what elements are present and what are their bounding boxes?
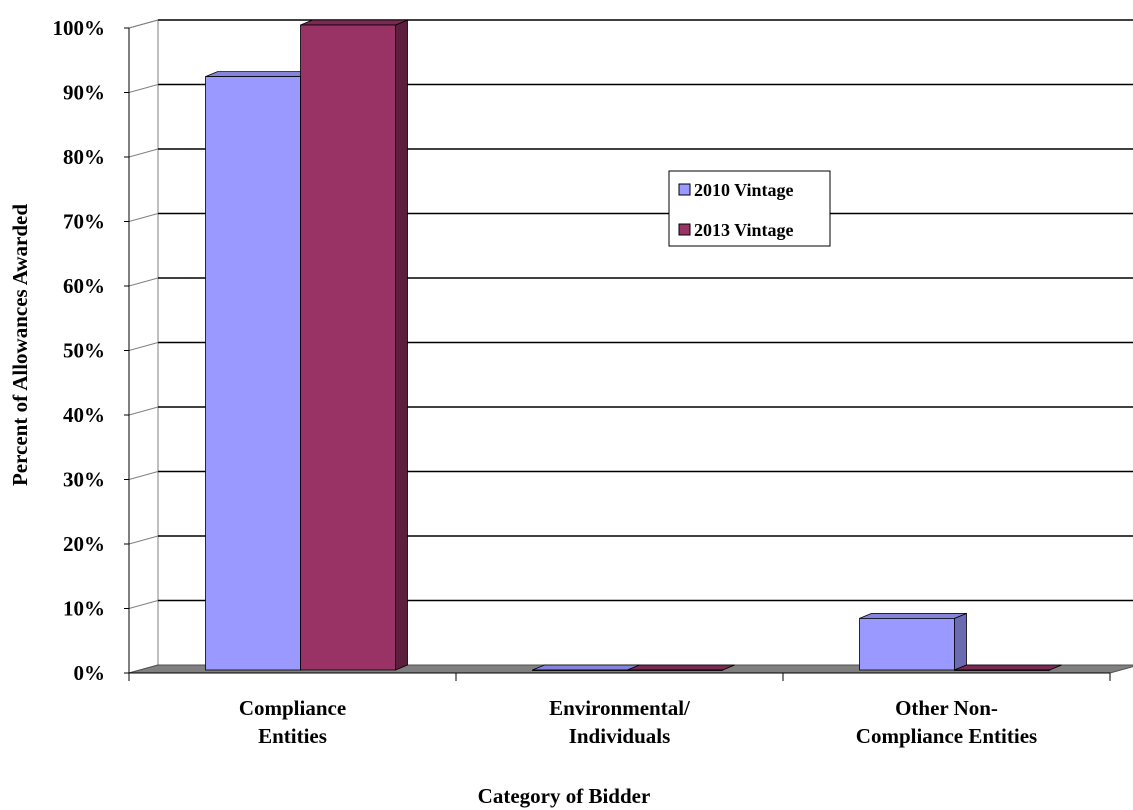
category-label: Compliance <box>239 696 346 720</box>
legend-swatch-2010 <box>678 183 691 196</box>
bar <box>627 669 723 671</box>
gridline-diagonal <box>128 600 159 609</box>
bar <box>859 618 955 671</box>
category-label: Individuals <box>569 724 671 748</box>
y-tick-label: 90% <box>63 81 105 105</box>
gridline-diagonal <box>128 84 159 93</box>
bar-side <box>395 19 408 671</box>
y-tick-label: 50% <box>63 339 105 363</box>
gridline-diagonal <box>128 471 159 480</box>
y-axis-title: Percent of Allowances Awarded <box>8 204 32 486</box>
legend-swatch-2013 <box>678 223 691 236</box>
gridline-diagonal <box>128 277 159 287</box>
y-tick-label: 40% <box>63 403 105 427</box>
bar-side <box>954 612 967 671</box>
gridline-diagonal <box>128 19 159 29</box>
bars <box>205 19 1062 671</box>
category-label: Entities <box>258 724 327 748</box>
bar-top <box>859 613 967 619</box>
legend: 2010 Vintage 2013 Vintage <box>668 170 831 247</box>
bar <box>300 24 396 671</box>
gridline-diagonal <box>128 406 159 416</box>
y-tick-label: 10% <box>63 597 105 621</box>
y-tick-label: 30% <box>63 468 105 492</box>
bar-top <box>954 664 1062 671</box>
bar-top <box>300 19 408 26</box>
bar-top <box>532 664 640 671</box>
y-tick-label: 70% <box>63 210 105 234</box>
gridline-diagonal <box>128 148 159 158</box>
axis-labels: 0% 10% 20% 30% 40% 50% 60% 70% 80% 90% 100% Complia… <box>53 16 1038 748</box>
category-label: Other Non- <box>895 696 998 720</box>
bar-top <box>627 664 735 671</box>
gridline-diagonal <box>128 535 159 545</box>
bar <box>954 669 1050 671</box>
legend-label-2013: 2013 Vintage <box>694 220 794 240</box>
category-label: Environmental/ <box>549 696 691 720</box>
legend-label-2010: 2010 Vintage <box>694 180 794 200</box>
bar <box>532 669 628 671</box>
y-tick-label: 80% <box>63 145 105 169</box>
axes <box>124 27 1111 681</box>
y-tick-label: 0% <box>74 661 106 685</box>
y-tick-label: 100% <box>53 16 106 40</box>
gridline-diagonal <box>128 342 159 351</box>
bar-top <box>205 71 313 77</box>
bar <box>205 76 301 671</box>
legend-box <box>668 170 831 247</box>
gridline-diagonal <box>128 213 159 222</box>
y-tick-label: 60% <box>63 274 105 298</box>
category-label: Compliance Entities <box>856 724 1037 748</box>
x-axis-title: Category of Bidder <box>478 784 651 808</box>
y-tick-label: 20% <box>63 532 105 556</box>
